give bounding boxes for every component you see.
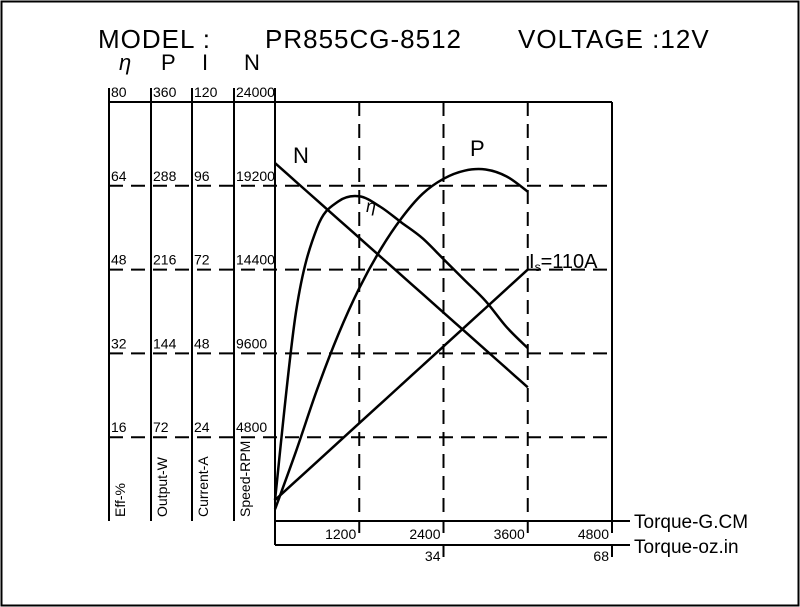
y-tick-label: 48 (194, 335, 210, 351)
y-axis-label: Speed-RPM (237, 441, 253, 517)
y-tick-label: 9600 (236, 335, 267, 351)
y-axis-symbol: η (119, 50, 131, 75)
x-tick-label: 1200 (325, 526, 356, 542)
y-tick-label: 14400 (236, 252, 275, 268)
y-tick-label: 288 (153, 168, 177, 184)
stall-label-value: =110A (541, 251, 599, 273)
curve-label: N (293, 143, 309, 168)
x-axis-label: Torque-G.CM (634, 512, 748, 533)
y-tick-label: 19200 (236, 168, 275, 184)
y-axis-label: Current-A (195, 456, 211, 517)
curve-label: η (366, 196, 376, 216)
x2-axis-label: Torque-oz.in (634, 537, 739, 558)
y-tick-label: 64 (111, 168, 127, 184)
voltage: VOLTAGE :12V (518, 24, 710, 54)
stall-label: Is=110A (529, 251, 598, 274)
curve-label: P (470, 136, 485, 161)
x2-tick-label: 34 (425, 548, 441, 564)
x-tick-label: 2400 (409, 526, 440, 542)
y-tick-label: 24 (194, 419, 210, 435)
curve (273, 167, 529, 510)
curve (273, 194, 529, 501)
y-axis-symbol: N (244, 50, 260, 75)
x2-tick-label: 68 (593, 548, 609, 564)
y-tick-label: 144 (153, 335, 177, 351)
y-axis-symbol: P (161, 50, 176, 75)
y-tick-label: 16 (111, 419, 127, 435)
model-label: MODEL : (98, 24, 211, 54)
y-tick-label: 4800 (236, 419, 267, 435)
y-axis-symbol: I (202, 50, 208, 75)
y-axis-label: Output-W (154, 456, 170, 517)
y-tick-label: 120 (194, 84, 218, 100)
y-tick-label: 80 (111, 84, 127, 100)
model: PR855CG-8512 (265, 24, 462, 54)
stall-label-sub: s (535, 260, 541, 274)
y-tick-label: 48 (111, 252, 127, 268)
x-tick-label: 3600 (494, 526, 525, 542)
y-tick-label: 96 (194, 168, 210, 184)
curve (274, 268, 529, 501)
y-tick-label: 216 (153, 252, 177, 268)
curve (274, 162, 529, 389)
y-tick-label: 72 (194, 252, 210, 268)
y-tick-label: 32 (111, 335, 127, 351)
stall-label-i: I (529, 251, 535, 273)
y-tick-label: 72 (153, 419, 169, 435)
y-axis-label: Eff-% (112, 483, 128, 517)
y-tick-label: 360 (153, 84, 177, 100)
x-tick-label: 4800 (578, 526, 609, 542)
y-tick-label: 24000 (236, 84, 275, 100)
